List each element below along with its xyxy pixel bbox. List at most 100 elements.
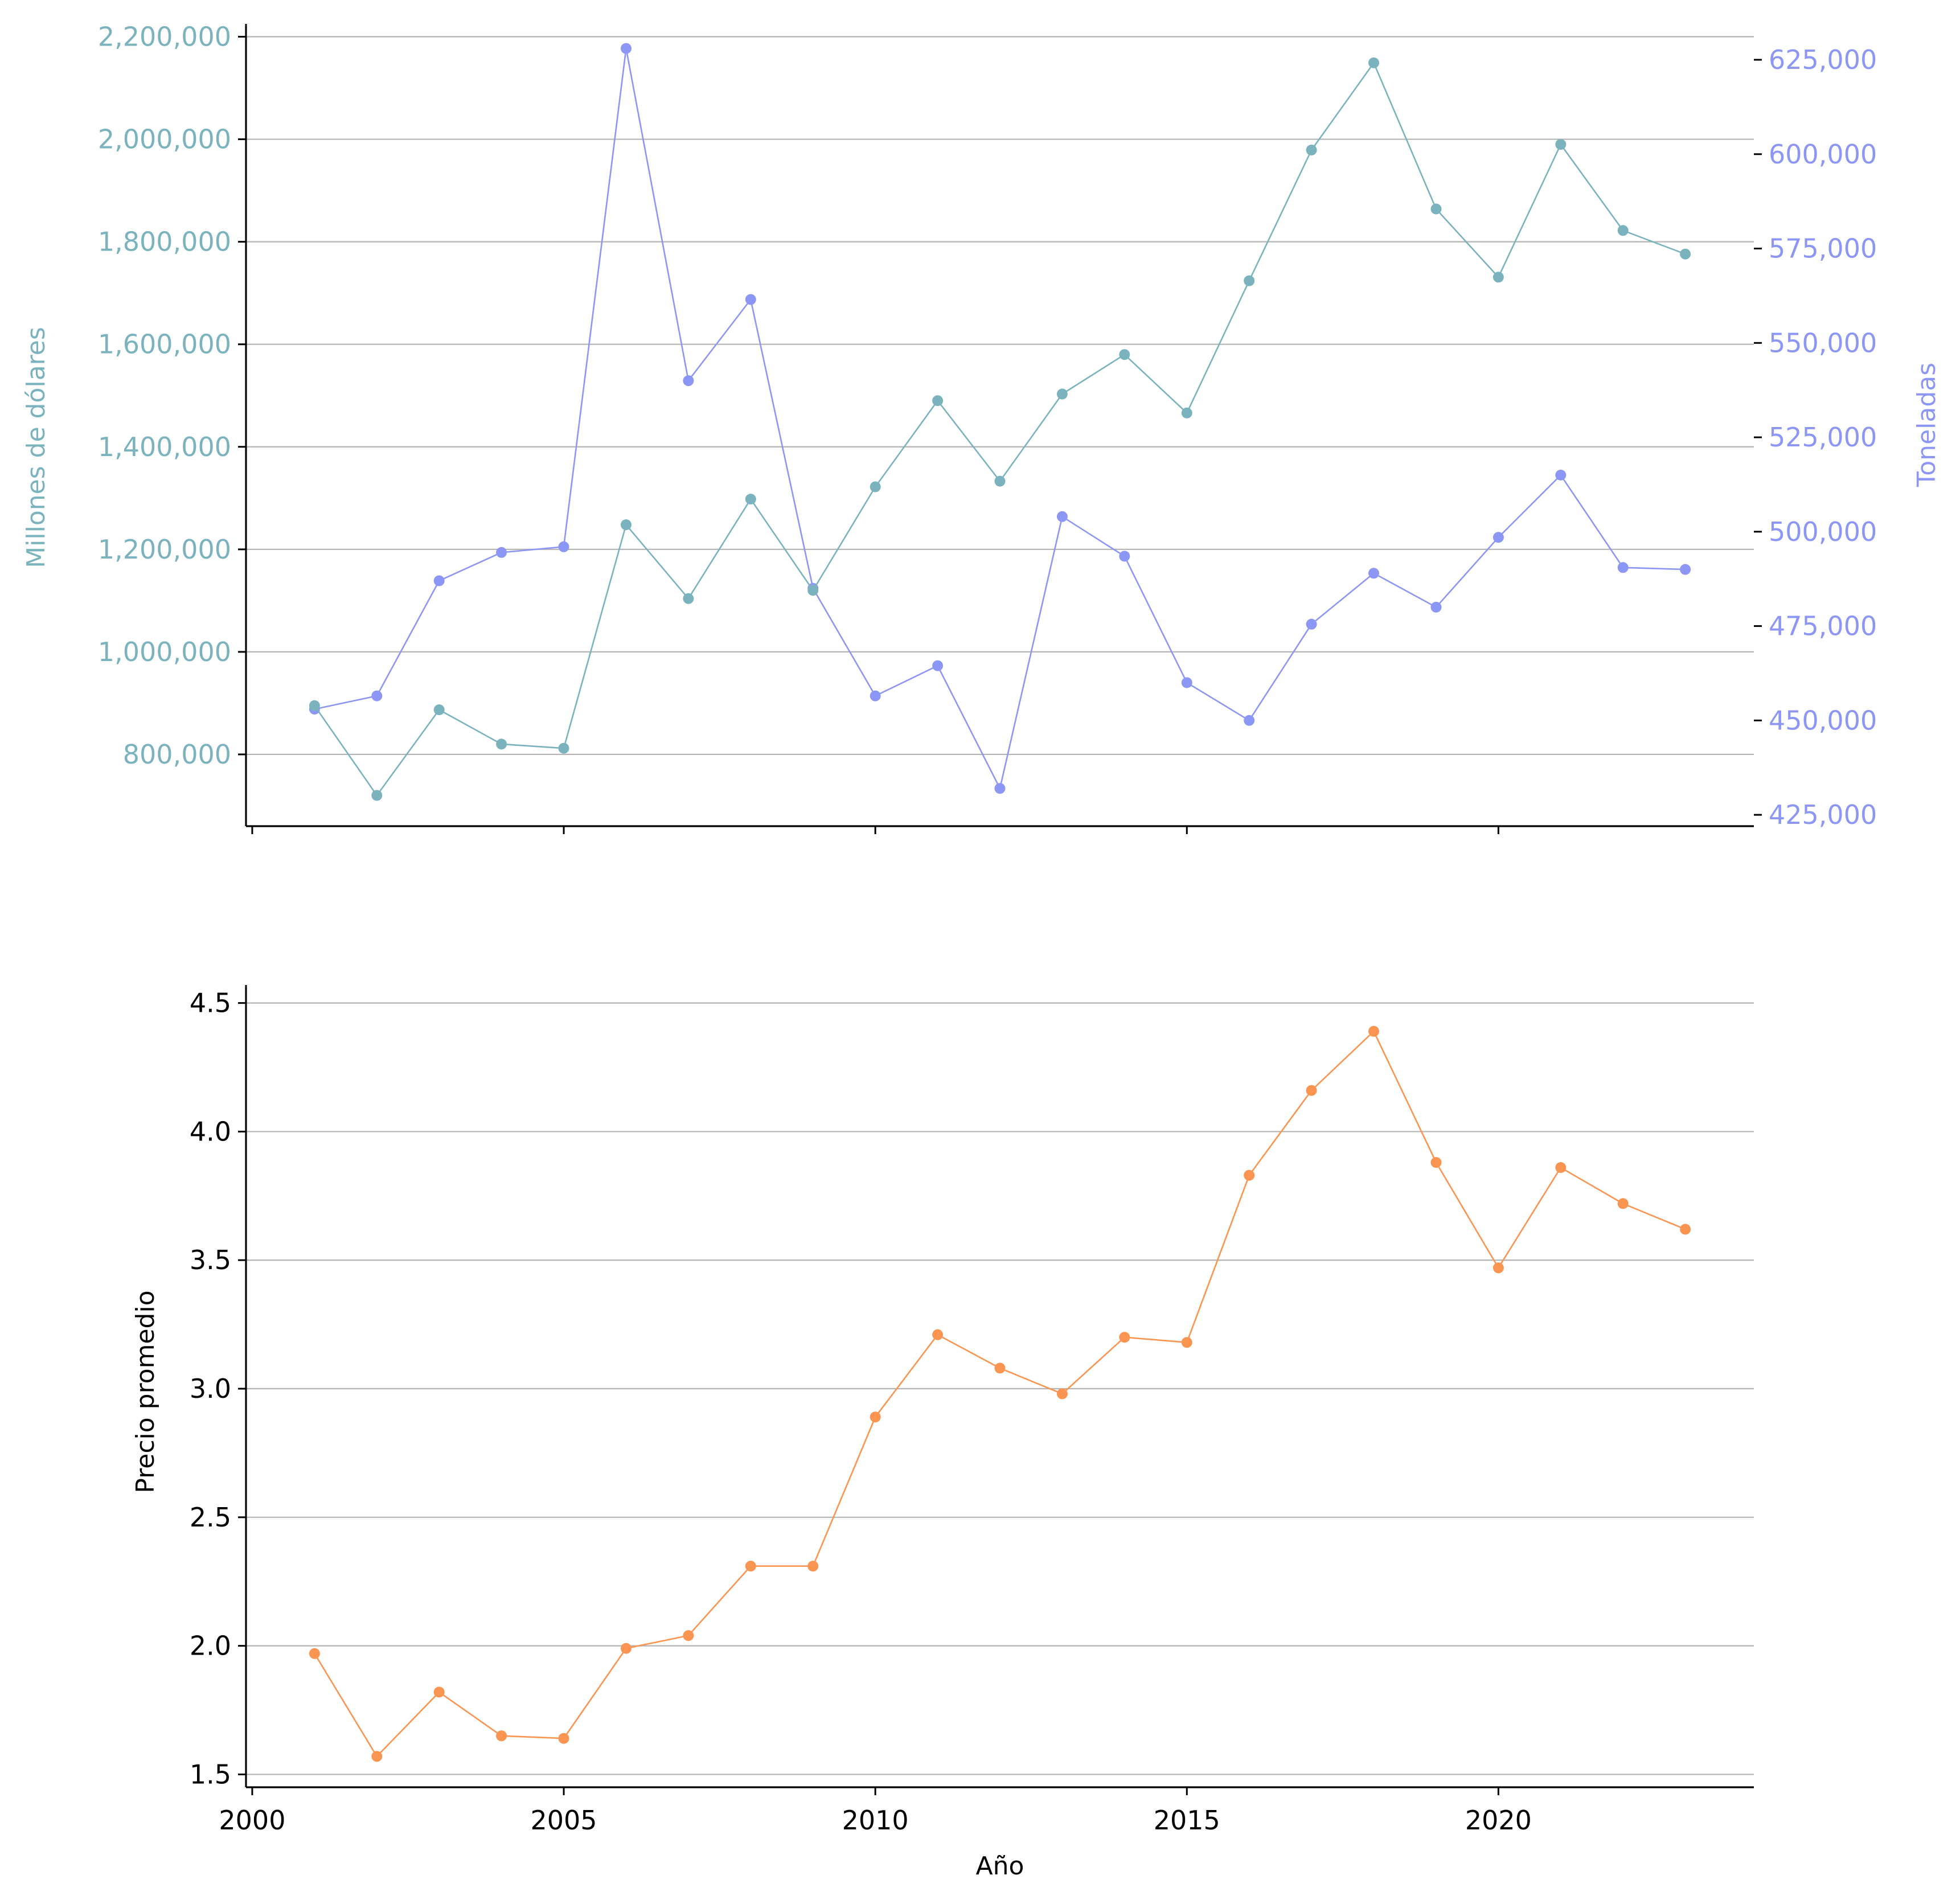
price-point-2016 (1244, 1169, 1255, 1181)
price-point-2012 (994, 1363, 1006, 1374)
value-point-2008 (745, 494, 756, 505)
value-point-2002 (371, 790, 383, 801)
value-point-2018 (1368, 57, 1379, 68)
value-point-2003 (433, 704, 445, 716)
bottom-axes: 1.5 2.0 2.5 3.0 3.5 4.0 4.5 2000 2005 2010 2015 202… (190, 985, 1754, 1836)
right-y-tick-label-8: 625,000 (1769, 44, 1877, 75)
left-y-tick-label-6: 2,000,000 (98, 124, 231, 155)
right-y-tick-label-3: 500,000 (1769, 516, 1877, 547)
tons-point-2004 (496, 547, 507, 558)
value-point-2020 (1492, 272, 1504, 283)
value-point-2017 (1306, 145, 1317, 155)
x-tick-label-4: 2020 (1465, 1805, 1532, 1836)
value-point-2023 (1680, 248, 1691, 260)
price-point-2006 (621, 1643, 632, 1654)
right-y-tick-label-0: 425,000 (1769, 799, 1877, 830)
tons-point-2013 (1056, 511, 1068, 522)
x-tick-label-3: 2015 (1154, 1805, 1220, 1836)
price-point-2023 (1680, 1224, 1691, 1235)
tons-point-2023 (1680, 564, 1691, 575)
price-point-2017 (1306, 1085, 1317, 1096)
left-y-tick-label-7: 2,200,000 (98, 22, 231, 52)
x-tick-label-0: 2000 (219, 1805, 285, 1836)
right-y-tick-label-5: 550,000 (1769, 327, 1877, 358)
price-series (309, 1025, 1691, 1762)
price-point-2004 (496, 1730, 507, 1742)
value-point-2001 (309, 700, 320, 711)
tons-point-2015 (1181, 677, 1192, 688)
right-y-tick-label-1: 450,000 (1769, 705, 1877, 736)
value-point-2006 (621, 519, 632, 531)
tons-point-2021 (1555, 469, 1567, 481)
price-point-2008 (745, 1561, 756, 1572)
price-point-2011 (932, 1329, 944, 1340)
bottom-grid-lines (246, 1002, 1754, 1775)
bottom-y-tick-label-6: 4.5 (190, 988, 231, 1019)
left-y-tick-label-1: 1,000,000 (98, 637, 231, 667)
bottom-chart-panel: 1.5 2.0 2.5 3.0 3.5 4.0 4.5 2000 2005 2010 2015 202… (131, 985, 1754, 1881)
value-point-2010 (870, 481, 881, 493)
left-y-tick-label-0: 800,000 (123, 739, 231, 770)
top-chart-panel: 800,000 1,000,000 1,200,000 1,400,000 1,600,… (22, 22, 1941, 834)
tons-point-2010 (870, 690, 881, 701)
bottom-y-tick-label-3: 3.0 (190, 1373, 231, 1404)
tons-point-2022 (1617, 562, 1629, 573)
right-axis-title: Toneladas (1912, 363, 1941, 487)
value-point-2016 (1244, 275, 1255, 286)
tons-point-2019 (1430, 601, 1442, 613)
right-y-tick-label-4: 525,000 (1769, 422, 1877, 453)
price-point-2009 (807, 1561, 819, 1572)
bottom-y-tick-label-1: 2.0 (190, 1631, 231, 1661)
tons-point-2003 (433, 575, 445, 586)
value-point-2019 (1430, 203, 1442, 215)
price-point-2019 (1430, 1157, 1442, 1168)
tons-point-2020 (1492, 532, 1504, 543)
price-point-2014 (1119, 1332, 1130, 1343)
x-tick-label-1: 2005 (531, 1805, 597, 1836)
value-point-2005 (558, 742, 569, 754)
value-point-2022 (1617, 225, 1629, 236)
price-point-2007 (683, 1630, 694, 1641)
value-point-2014 (1119, 349, 1130, 360)
price-point-2022 (1617, 1198, 1629, 1209)
price-point-2013 (1056, 1388, 1068, 1400)
value-point-2007 (683, 593, 694, 604)
tons-point-2006 (621, 43, 632, 54)
bottom-y-tick-label-2: 2.5 (190, 1502, 231, 1533)
value-point-2009 (807, 585, 819, 596)
tons-point-2011 (932, 660, 944, 671)
right-y-tick-label-7: 600,000 (1769, 139, 1877, 170)
price-point-2021 (1555, 1162, 1567, 1173)
right-y-tick-label-2: 475,000 (1769, 611, 1877, 642)
bottom-y-tick-label-5: 4.0 (190, 1116, 231, 1147)
tons-point-2014 (1119, 551, 1130, 562)
tons-point-2008 (745, 294, 756, 305)
value-point-2021 (1555, 139, 1567, 150)
left-axis-title: Millones de dólares (22, 327, 51, 568)
price-point-2003 (433, 1686, 445, 1698)
top-axes: 800,000 1,000,000 1,200,000 1,400,000 1,600,… (98, 22, 1877, 834)
price-point-2001 (309, 1648, 320, 1659)
value-point-2004 (496, 738, 507, 750)
tons-point-2012 (994, 783, 1006, 794)
tons-point-2018 (1368, 568, 1379, 579)
value-series (309, 57, 1691, 801)
tons-point-2005 (558, 541, 569, 552)
left-y-tick-label-2: 1,200,000 (98, 534, 231, 565)
tons-point-2007 (683, 375, 694, 387)
bottom-y-tick-label-4: 3.5 (190, 1245, 231, 1275)
right-y-tick-label-6: 575,000 (1769, 233, 1877, 264)
value-point-2011 (932, 395, 944, 407)
bottom-y-axis-title: Precio promedio (131, 1290, 160, 1493)
price-point-2018 (1368, 1025, 1379, 1037)
price-point-2005 (558, 1733, 569, 1744)
tons-point-2002 (371, 690, 383, 701)
value-point-2012 (994, 475, 1006, 487)
price-point-2002 (371, 1751, 383, 1762)
left-y-tick-label-4: 1,600,000 (98, 329, 231, 360)
value-point-2015 (1181, 407, 1192, 418)
price-point-2010 (870, 1411, 881, 1423)
x-tick-label-2: 2010 (842, 1805, 909, 1836)
